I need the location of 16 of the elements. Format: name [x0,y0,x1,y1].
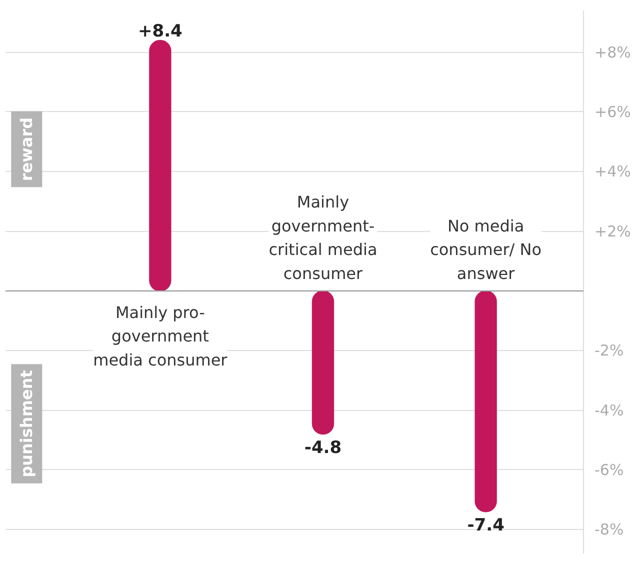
y-tick-label: -6% [594,460,624,479]
x-tick-label: No media consumer/ No answer [430,216,542,283]
data-label: -4.8 [304,438,342,458]
annotation: reward [17,117,36,182]
x-tick-label: Mainly government-critical media consumer [268,192,378,283]
x-tick-label: Mainly pro-government media consumer [93,302,228,370]
y-tick-label: +6% [594,102,631,121]
annotation: punishment [17,370,36,478]
y-tick-label: -4% [594,401,624,420]
y-tick-label: -2% [594,342,624,360]
data-label: +8.4 [138,21,183,42]
y-tick-label: +2% [594,222,631,240]
data-label: -7.4 [467,516,505,536]
y-tick-label: +4% [594,162,631,181]
y-tick-label: -8% [594,520,624,539]
y-tick-label: +8% [594,43,631,62]
